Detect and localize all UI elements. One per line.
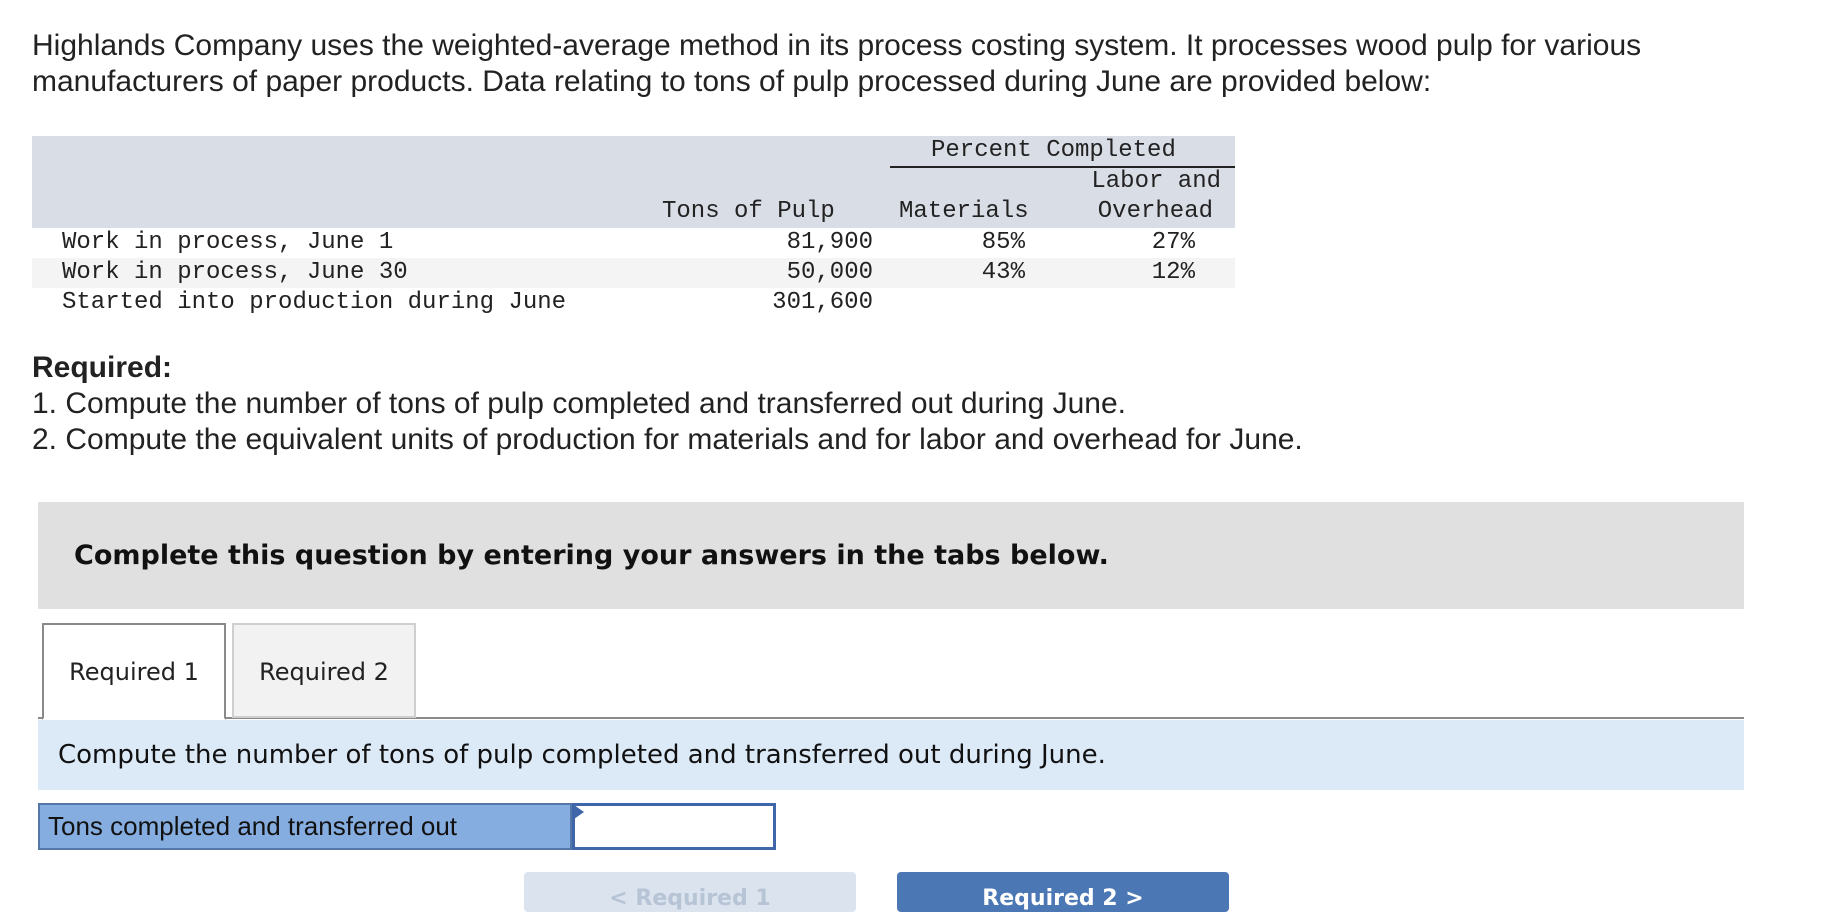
instructions-banner-text: Complete this question by entering your …	[74, 540, 1109, 571]
answer-label: Tons completed and transferred out	[38, 803, 572, 850]
next-required-button[interactable]: Required 2 >	[897, 872, 1229, 912]
row-materials: 85%	[981, 229, 1025, 256]
prev-required-button[interactable]: < Required 1	[524, 872, 856, 912]
table-row: Work in process, June 1 81,900 85% 27%	[32, 228, 1235, 258]
tab-bar-divider	[38, 717, 1744, 719]
row-labor: 12%	[1151, 259, 1195, 286]
header-percent-completed: Percent Completed	[931, 137, 1176, 164]
table-header: Percent Completed Labor and Tons of Pulp…	[32, 136, 1235, 228]
row-label: Work in process, June 30	[62, 259, 408, 286]
tab-required-2[interactable]: Required 2	[232, 623, 416, 718]
required-item-2: 2. Compute the equivalent units of produ…	[32, 423, 1303, 456]
input-marker-icon	[574, 805, 584, 819]
row-tons: 301,600	[772, 289, 873, 316]
row-tons: 50,000	[786, 259, 873, 286]
tab-required-1[interactable]: Required 1	[42, 623, 226, 720]
tab-instruction: Compute the number of tons of pulp compl…	[38, 720, 1744, 790]
answer-row: Tons completed and transferred out	[38, 803, 776, 850]
table-row: Work in process, June 30 50,000 43% 12%	[32, 258, 1235, 288]
row-tons: 81,900	[786, 229, 873, 256]
header-materials: Materials	[899, 198, 1029, 225]
required-section: Required: 1. Compute the number of tons …	[32, 350, 1792, 458]
problem-intro: Highlands Company uses the weighted-aver…	[32, 29, 1642, 98]
header-labor-line1: Labor and	[1091, 168, 1221, 195]
data-table: Percent Completed Labor and Tons of Pulp…	[32, 136, 1235, 318]
required-heading: Required:	[32, 351, 173, 384]
tons-completed-input[interactable]	[572, 803, 776, 850]
instructions-banner: Complete this question by entering your …	[38, 502, 1744, 609]
table-row: Started into production during June 301,…	[32, 288, 1235, 318]
tab-instruction-text: Compute the number of tons of pulp compl…	[58, 740, 1106, 770]
row-materials: 43%	[981, 259, 1025, 286]
row-label: Work in process, June 1	[62, 229, 394, 256]
row-labor: 27%	[1151, 229, 1195, 256]
header-tons: Tons of Pulp	[662, 198, 835, 225]
header-labor-line2: Overhead	[1097, 198, 1213, 225]
row-label: Started into production during June	[62, 289, 567, 316]
required-item-1: 1. Compute the number of tons of pulp co…	[32, 387, 1127, 420]
header-underline	[890, 166, 1235, 168]
